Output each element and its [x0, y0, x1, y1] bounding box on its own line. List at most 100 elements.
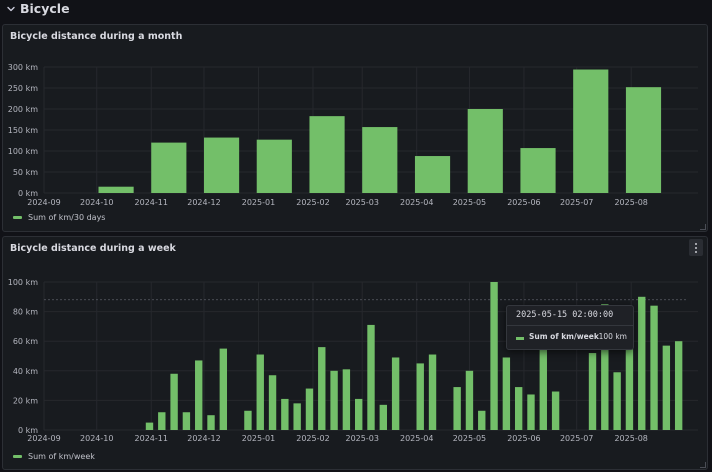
x-tick-label: 2025-07 [560, 434, 593, 443]
chart-bar[interactable] [539, 341, 547, 430]
row-title[interactable]: Bicycle [20, 1, 70, 16]
tooltip-value: 100 km [598, 332, 627, 341]
chart-bar[interactable] [601, 304, 609, 430]
chart-bar[interactable] [145, 422, 154, 430]
x-tick-label: 2025-01 [242, 434, 275, 443]
chart-bar[interactable] [638, 296, 646, 430]
legend-swatch [13, 216, 22, 219]
legend[interactable]: Sum of km/week [13, 452, 95, 461]
y-tick-label: 40 km [13, 367, 38, 376]
chart-bar[interactable] [98, 186, 134, 193]
chart-bar[interactable] [203, 137, 240, 193]
x-tick-label: 2025-03 [345, 434, 378, 443]
y-tick-label: 80 km [13, 308, 38, 317]
chart-bar[interactable] [625, 314, 634, 430]
y-tick-label: 200 km [8, 105, 38, 114]
x-tick-label: 2024-12 [187, 434, 220, 443]
panel-weekly: Bicycle distance during a week Sum of km… [2, 236, 708, 470]
resize-handle[interactable] [700, 462, 706, 468]
chart-bar[interactable] [490, 282, 498, 430]
chart-bar[interactable] [379, 404, 387, 430]
y-tick-label: 100 km [8, 147, 38, 156]
x-tick-label: 2025-04 [400, 198, 433, 207]
y-tick-label: 300 km [8, 63, 38, 72]
chart-bar[interactable] [662, 345, 671, 430]
y-tick-label: 100 km [8, 278, 38, 287]
chart-bar[interactable] [362, 127, 398, 193]
chart-bar[interactable] [268, 375, 277, 430]
x-tick-label: 2025-07 [560, 198, 593, 207]
chart-bar[interactable] [588, 353, 597, 430]
chart-bar[interactable] [478, 410, 486, 430]
x-tick-label: 2024-10 [80, 198, 113, 207]
tooltip-divider [507, 325, 633, 326]
chart-1[interactable]: 0 km 50 km 100 km 150 km 200 km 250 km 300 km 2… [8, 63, 698, 207]
chart-bar[interactable] [514, 387, 523, 430]
legend-label: Sum of km/30 days [28, 213, 106, 222]
chart-bar[interactable] [613, 372, 621, 430]
chart-bar[interactable] [391, 357, 400, 430]
kebab-menu-icon[interactable] [689, 239, 703, 256]
x-tick-label: 2025-01 [242, 198, 275, 207]
chart-bar[interactable] [625, 87, 662, 193]
chart-bar[interactable] [342, 369, 351, 430]
chart-bar[interactable] [465, 370, 474, 430]
chart-bar[interactable] [309, 116, 345, 193]
y-tick-label: 0 km [18, 426, 38, 435]
chart-bar[interactable] [330, 370, 338, 430]
chart-bar[interactable] [281, 398, 289, 430]
x-tick-label: 2025-02 [296, 434, 329, 443]
chart-bar[interactable] [416, 363, 424, 430]
x-tick-label: 2025-05 [453, 198, 486, 207]
chart-bar[interactable] [256, 139, 292, 193]
chart-bar[interactable] [520, 148, 556, 193]
chart-bar[interactable] [650, 305, 658, 430]
x-tick-label: 2024-09 [27, 434, 60, 443]
x-tick-label: 2024-12 [187, 198, 220, 207]
y-tick-label: 20 km [13, 396, 38, 405]
chart-bar[interactable] [293, 403, 301, 430]
chart-bar[interactable] [527, 394, 535, 430]
y-tick-label: 250 km [8, 84, 38, 93]
legend[interactable]: Sum of km/30 days [13, 213, 105, 222]
chart-bar[interactable] [256, 354, 264, 430]
chart-bar[interactable] [244, 410, 252, 430]
chart-bar[interactable] [195, 360, 203, 430]
tooltip-time: 2025-05-15 02:00:00 [516, 310, 614, 320]
panel-title[interactable]: Bicycle distance during a week [10, 243, 176, 254]
chart-bar[interactable] [151, 142, 187, 193]
chart-bar[interactable] [367, 324, 375, 430]
y-tick-label: 150 km [8, 126, 38, 135]
chart-bar[interactable] [219, 348, 228, 430]
tooltip-swatch [516, 337, 524, 340]
chart-bar[interactable] [551, 391, 560, 430]
x-tick-label: 2024-10 [80, 434, 113, 443]
y-tick-label: 50 km [13, 168, 38, 177]
chart-bar[interactable] [414, 156, 451, 193]
x-tick-label: 2025-08 [614, 434, 647, 443]
chart-bar[interactable] [674, 341, 683, 430]
chart-bar[interactable] [355, 398, 363, 430]
chart-bar[interactable] [428, 354, 437, 430]
y-tick-label: 60 km [13, 337, 38, 346]
chart-bar[interactable] [158, 412, 166, 430]
chart-bar[interactable] [502, 357, 511, 430]
legend-swatch [13, 455, 22, 458]
chart-bar[interactable] [453, 387, 461, 430]
chart-bar[interactable] [573, 69, 609, 193]
chart-bar[interactable] [467, 109, 503, 193]
chart-2[interactable]: 0 km 20 km 40 km 60 km 80 km 100 km 2024-09 202… [8, 278, 698, 443]
x-tick-label: 2025-08 [614, 198, 647, 207]
chevron-down-icon[interactable] [6, 4, 16, 14]
x-tick-label: 2025-05 [453, 434, 486, 443]
row-header[interactable]: Bicycle [0, 0, 712, 22]
panel-title[interactable]: Bicycle distance during a month [10, 31, 183, 42]
chart-bar[interactable] [207, 415, 215, 430]
resize-handle[interactable] [700, 224, 706, 230]
chart-bar[interactable] [318, 347, 326, 430]
chart-bar[interactable] [305, 388, 314, 430]
x-tick-label: 2024-11 [135, 198, 168, 207]
chart-bar[interactable] [182, 412, 191, 430]
chart-bar[interactable] [170, 373, 178, 430]
